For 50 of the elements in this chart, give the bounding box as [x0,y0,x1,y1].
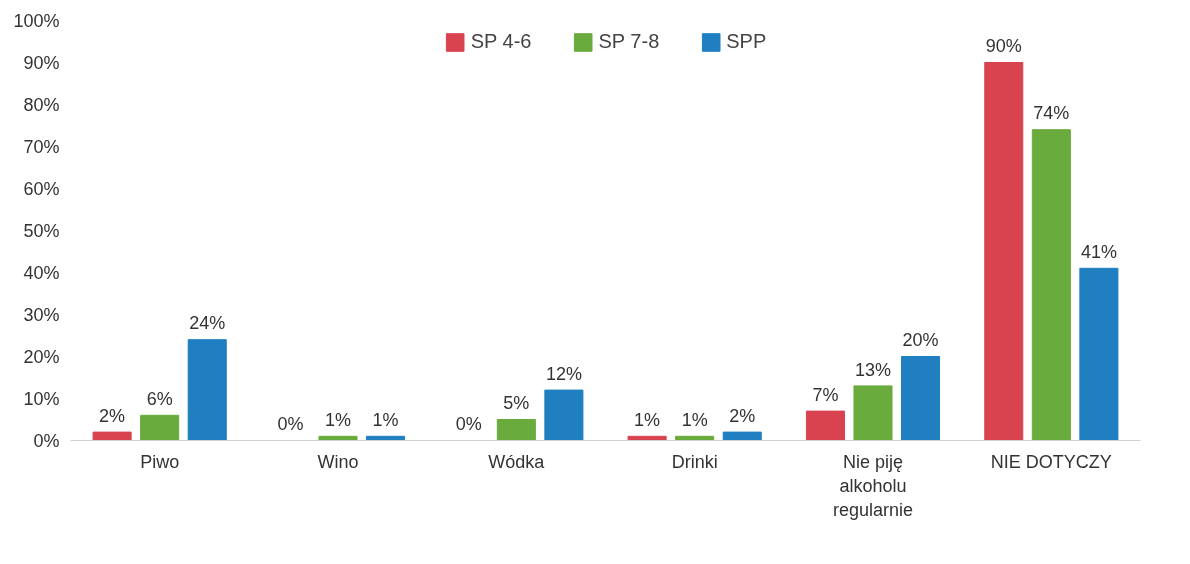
bar [984,62,1024,441]
data-label: 1% [372,410,399,430]
y-tick-label: 90% [23,52,60,73]
y-tick-label: 30% [23,304,60,325]
bar [805,410,845,441]
x-tick-label: NIE DOTYCZY [990,451,1112,472]
y-tick-label: 40% [23,262,60,283]
legend-label: SP 7-8 [598,30,660,53]
data-label: 1% [634,410,661,430]
data-label: 12% [545,363,582,384]
data-label: 0% [277,414,304,435]
y-tick-label: 50% [23,220,60,241]
data-label: 0% [455,414,482,435]
bar [853,385,893,441]
data-label: 74% [1033,103,1070,124]
bar [92,431,132,441]
data-label: 5% [503,393,530,414]
bar [722,431,762,441]
y-tick-label: 60% [23,178,60,199]
data-label: 1% [681,410,708,430]
data-label: 6% [146,389,173,409]
x-tick-label: Piwo [140,451,180,472]
data-label: 90% [985,36,1022,57]
x-tick-label: Wódka [488,451,546,472]
bar [544,389,584,441]
data-label: 20% [902,330,939,351]
bar [187,339,227,441]
data-label: 24% [189,313,226,334]
y-tick-label: 10% [23,388,60,409]
data-label: 1% [324,410,352,430]
y-tick-label: 80% [23,94,60,115]
x-tick-label: Wino [317,451,359,472]
y-tick-label: 0% [33,430,60,451]
bar [496,419,536,441]
legend-label: SP 4-6 [470,30,532,53]
data-label: 13% [854,359,892,380]
data-label: 2% [99,405,126,426]
x-tick-label: Nie piję alkoholu regularnie [832,451,914,520]
y-tick-label: 100% [13,10,60,31]
y-tick-label: 70% [23,136,60,157]
data-label: 41% [1080,242,1117,262]
legend-label: SPP [726,30,767,53]
y-tick-label: 20% [23,346,60,367]
data-label: 7% [812,384,839,405]
bar [1079,267,1119,441]
bar [1031,129,1071,441]
bar [901,356,941,441]
x-tick-label: Drinki [671,451,718,472]
bar [140,414,180,441]
data-label: 2% [729,405,756,426]
